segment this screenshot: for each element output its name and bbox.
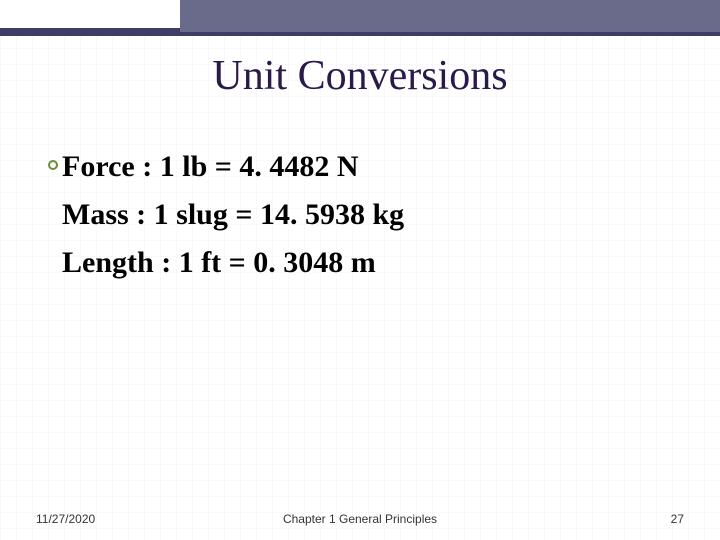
- equation-rhs: 14. 5938 kg: [260, 198, 404, 231]
- colon: :: [136, 198, 154, 231]
- equations-block: Force : 1 lb = 4. 4482 N Mass : 1 slug =…: [62, 150, 680, 294]
- equation-row: Length : 1 ft = 0. 3048 m: [62, 246, 680, 280]
- top-band-right: [180, 0, 720, 32]
- equation-label: Mass: [62, 198, 129, 231]
- equation-lhs: 1 slug: [154, 198, 228, 231]
- slide: Unit Conversions Force : 1 lb = 4. 4482 …: [0, 0, 720, 540]
- footer-chapter: Chapter 1 General Principles: [0, 512, 720, 526]
- top-band-left: [0, 0, 180, 32]
- page-title: Unit Conversions: [0, 52, 720, 100]
- equation-label: Length: [62, 246, 154, 279]
- equals: =: [215, 150, 240, 183]
- bullet-icon: [48, 160, 58, 170]
- equation-rhs: 4. 4482 N: [239, 150, 358, 183]
- footer-page-number: 27: [671, 512, 684, 526]
- equation-lhs: 1 lb: [160, 150, 208, 183]
- colon: :: [142, 150, 160, 183]
- equation-row: Mass : 1 slug = 14. 5938 kg: [62, 198, 680, 232]
- equals: =: [229, 246, 254, 279]
- footer: 11/27/2020 Chapter 1 General Principles …: [0, 506, 720, 526]
- equation-label: Force: [62, 150, 135, 183]
- title-underline: [0, 32, 720, 36]
- equation-rhs: 0. 3048 m: [253, 246, 376, 279]
- top-band: [0, 0, 720, 32]
- equals: =: [235, 198, 260, 231]
- equation-row: Force : 1 lb = 4. 4482 N: [62, 150, 680, 184]
- equation-lhs: 1 ft: [179, 246, 221, 279]
- colon: :: [161, 246, 179, 279]
